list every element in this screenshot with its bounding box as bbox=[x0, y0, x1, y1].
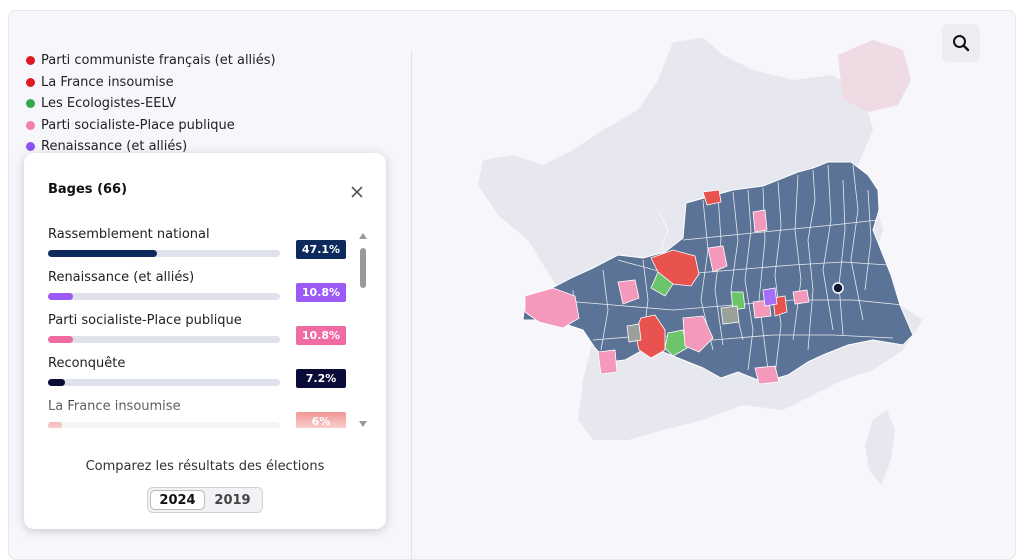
corsica-outline bbox=[865, 410, 895, 485]
result-party-label: La France insoumise bbox=[48, 399, 181, 414]
legend-label: Parti socialiste-Place publique bbox=[41, 117, 235, 133]
result-bar-fill bbox=[48, 336, 74, 343]
legend-label: Parti communiste français (et alliés) bbox=[41, 53, 276, 69]
legend-item: La France insoumise bbox=[26, 72, 276, 94]
result-bar-fill bbox=[48, 422, 62, 428]
commune-eelv-3[interactable] bbox=[730, 291, 746, 311]
result-bar-track bbox=[48, 250, 280, 257]
result-percent-badge: 7.2% bbox=[296, 369, 346, 388]
result-bar-track bbox=[48, 422, 280, 428]
commune-eelv-2[interactable] bbox=[664, 329, 688, 357]
commune-eelv-1[interactable] bbox=[650, 271, 674, 297]
legend-label: La France insoumise bbox=[41, 74, 174, 90]
panel-divider bbox=[411, 51, 412, 559]
result-percent-badge: 6% bbox=[296, 412, 346, 428]
result-percent-badge: 10.8% bbox=[296, 326, 346, 345]
result-row: Parti socialiste-Place publique 10.8% bbox=[48, 309, 348, 352]
legend-dot-icon bbox=[26, 99, 35, 109]
result-party-label: Parti socialiste-Place publique bbox=[48, 313, 242, 328]
result-bar-track bbox=[48, 336, 280, 343]
commune-map[interactable] bbox=[403, 0, 1006, 548]
year-option-2019[interactable]: 2019 bbox=[214, 492, 251, 508]
commune-ren-1[interactable] bbox=[762, 287, 778, 307]
legend-item: Les Ecologistes-EELV bbox=[26, 93, 276, 115]
result-party-label: Rassemblement national bbox=[48, 227, 210, 242]
legend-item: Renaissance (et alliés) bbox=[26, 136, 276, 158]
legend-label: Les Ecologistes-EELV bbox=[41, 96, 177, 112]
magnifier-icon bbox=[953, 35, 970, 52]
result-bar-fill bbox=[48, 250, 158, 257]
result-bar-fill bbox=[48, 293, 74, 300]
result-bar-fill bbox=[48, 379, 65, 386]
map-svg[interactable] bbox=[403, 0, 1006, 548]
year-toggle[interactable]: 2024 2019 bbox=[147, 487, 263, 513]
year-option-2024[interactable]: 2024 bbox=[150, 490, 206, 510]
result-row: Rassemblement national 47.1% bbox=[48, 223, 348, 266]
panel-title: Bages (66) bbox=[48, 182, 128, 197]
result-bar-track bbox=[48, 379, 280, 386]
commune-ps-2[interactable] bbox=[617, 279, 640, 305]
zoom-button[interactable] bbox=[942, 24, 980, 62]
result-row: Renaissance (et alliés) 10.8% bbox=[48, 266, 348, 309]
results-scrollbar[interactable] bbox=[358, 233, 368, 433]
selected-commune-marker[interactable] bbox=[832, 282, 844, 294]
commune-ps-1[interactable] bbox=[524, 287, 580, 329]
result-bar-track bbox=[48, 293, 280, 300]
result-party-label: Reconquête bbox=[48, 356, 126, 371]
commune-other-2[interactable] bbox=[626, 323, 642, 343]
commune-ps-5[interactable] bbox=[597, 349, 618, 375]
legend-item: Parti socialiste-Place publique bbox=[26, 115, 276, 137]
result-percent-badge: 47.1% bbox=[296, 240, 346, 259]
compare-text: Comparez les résultats des élections bbox=[85, 459, 325, 474]
scroll-up-arrow-icon[interactable] bbox=[359, 233, 367, 239]
legend-item: Parti communiste français (et alliés) bbox=[26, 50, 276, 72]
scroll-down-arrow-icon[interactable] bbox=[359, 421, 367, 427]
commune-borders bbox=[552, 164, 904, 376]
legend-dot-icon bbox=[26, 56, 35, 66]
results-list[interactable]: Rassemblement national 47.1% Renaissance (… bbox=[48, 223, 348, 428]
commune-results-panel: Bages (66) Rassemblement national 47.1% Re… bbox=[24, 153, 386, 529]
close-icon[interactable] bbox=[350, 185, 364, 199]
scroll-thumb[interactable] bbox=[360, 248, 366, 288]
result-percent-badge: 10.8% bbox=[296, 283, 346, 302]
result-row: La France insoumise 6% bbox=[48, 395, 348, 428]
commune-other-1[interactable] bbox=[720, 305, 740, 325]
legend-dot-icon bbox=[26, 120, 35, 130]
commune-ps-4[interactable] bbox=[707, 245, 728, 273]
legend-label: Renaissance (et alliés) bbox=[41, 139, 188, 155]
result-party-label: Renaissance (et alliés) bbox=[48, 270, 195, 285]
inset-region bbox=[838, 40, 911, 112]
commune-ps-6[interactable] bbox=[752, 209, 768, 233]
party-legend: Parti communiste français (et alliés) La … bbox=[26, 50, 276, 158]
commune-lfi-3[interactable] bbox=[702, 189, 722, 206]
legend-dot-icon bbox=[26, 77, 35, 87]
commune-ps-8[interactable] bbox=[754, 365, 780, 385]
commune-ps-3[interactable] bbox=[682, 315, 714, 353]
legend-dot-icon bbox=[26, 142, 35, 152]
commune-ps-9[interactable] bbox=[792, 289, 810, 305]
result-row: Reconquête 7.2% bbox=[48, 352, 348, 395]
